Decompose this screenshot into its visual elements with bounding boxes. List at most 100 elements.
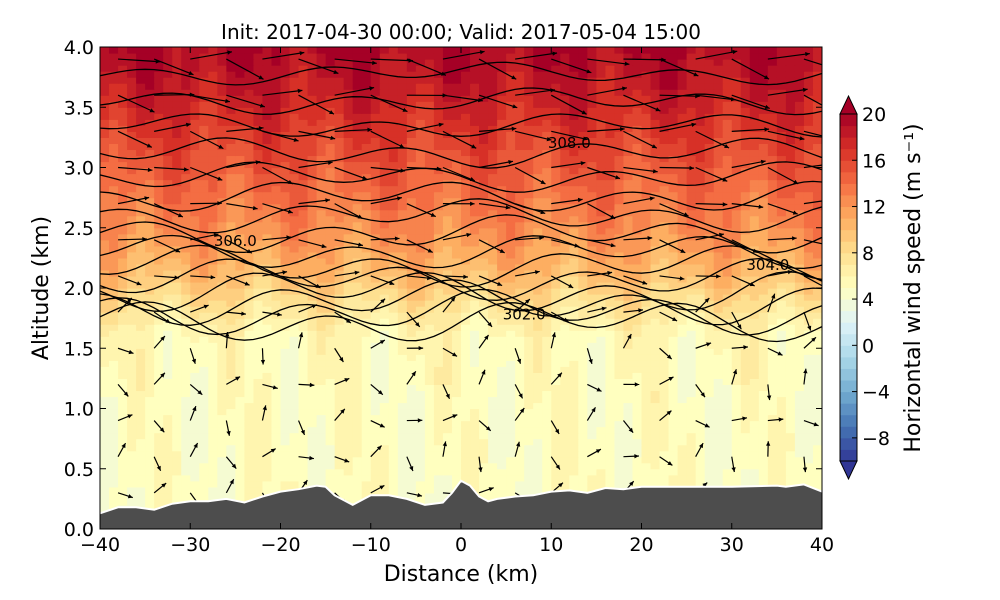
wind-field-cell (253, 161, 264, 169)
wind-field-cell (659, 444, 670, 452)
wind-field-cell (479, 396, 489, 404)
wind-field-cell (181, 480, 191, 488)
wind-field-cell (524, 426, 534, 434)
wind-field-cell (208, 306, 218, 313)
wind-field-cell (352, 324, 363, 331)
wind-field-cell (632, 378, 643, 385)
wind-field-cell (623, 348, 634, 355)
wind-field-cell (163, 342, 173, 349)
wind-field-cell (785, 468, 796, 476)
wind-field-cell (686, 408, 697, 416)
wind-field-cell (406, 215, 417, 223)
wind-field-cell (325, 239, 336, 247)
wind-field-cell (794, 318, 805, 325)
wind-field-cell (424, 396, 435, 404)
wind-field-cell (794, 257, 805, 265)
wind-field-cell (713, 239, 724, 247)
wind-field-cell (433, 450, 444, 458)
wind-field-cell (812, 474, 822, 482)
wind-field-cell (280, 300, 291, 307)
wind-field-cell (379, 444, 390, 452)
wind-field-cell (388, 390, 399, 398)
wind-field-cell (316, 330, 327, 337)
wind-field-cell (334, 281, 345, 289)
wind-field-cell (415, 420, 426, 428)
wind-field-cell (280, 342, 291, 349)
wind-field-cell (461, 408, 471, 416)
wind-field-cell (280, 251, 291, 259)
wind-field-cell (578, 330, 588, 337)
wind-field-cell (767, 396, 778, 404)
wind-field-cell (325, 257, 336, 265)
wind-field-cell (731, 348, 742, 355)
wind-field-cell (163, 432, 173, 440)
wind-field-cell (145, 462, 155, 470)
wind-field-cell (190, 173, 200, 181)
wind-field-cell (515, 245, 525, 253)
wind-field-cell (560, 161, 570, 169)
wind-field-cell (614, 191, 625, 199)
wind-field-cell (605, 288, 616, 295)
wind-field-cell (352, 312, 363, 319)
wind-field-cell (722, 360, 733, 367)
wind-field-cell (433, 468, 444, 476)
wind-field-cell (298, 426, 309, 434)
wind-field-cell (334, 233, 345, 241)
wind-field-cell (578, 288, 588, 295)
wind-field-cell (280, 281, 291, 289)
wind-field-cell (217, 492, 227, 500)
wind-field-cell (470, 233, 480, 241)
wind-field-cell (470, 342, 480, 349)
wind-field-cell (451, 372, 462, 379)
wind-field-cell (226, 336, 236, 343)
wind-field-cell (767, 348, 778, 355)
wind-field-cell (136, 486, 146, 494)
wind-field-cell (442, 209, 453, 217)
wind-field-cell (361, 330, 372, 337)
wind-field-cell (587, 390, 597, 398)
wind-field-cell (154, 342, 164, 349)
wind-field-cell (379, 173, 390, 181)
wind-field-cell (424, 300, 435, 307)
wind-field-cell (397, 312, 408, 319)
wind-field-cell (623, 173, 634, 181)
wind-field-cell (352, 372, 363, 379)
wind-field-cell (623, 167, 634, 175)
wind-field-cell (713, 191, 724, 199)
wind-field-cell (533, 197, 543, 205)
wind-field-cell (506, 324, 516, 331)
wind-field-cell (379, 486, 390, 494)
wind-field-cell (605, 221, 616, 229)
wind-field-cell (316, 450, 327, 458)
wind-field-cell (776, 173, 787, 181)
wind-field-cell (722, 426, 733, 434)
wind-field-cell (659, 312, 670, 319)
wind-field-cell (334, 185, 345, 193)
wind-field-cell (226, 426, 236, 434)
wind-field-cell (100, 444, 110, 452)
wind-field-cell (379, 312, 390, 319)
wind-field-cell (172, 444, 182, 452)
wind-field-cell (307, 438, 318, 446)
wind-field-cell (442, 167, 453, 175)
wind-field-cell (578, 444, 588, 452)
wind-field-cell (271, 408, 282, 416)
wind-field-cell (614, 179, 625, 187)
wind-field-cell (731, 414, 742, 422)
wind-field-cell (749, 257, 760, 265)
wind-field-cell (262, 396, 273, 404)
wind-field-cell (803, 378, 814, 385)
wind-field-cell (424, 209, 435, 217)
wind-field-cell (470, 281, 480, 289)
wind-field-cell (154, 450, 164, 458)
wind-field-cell (397, 245, 408, 253)
wind-field-cell (533, 408, 543, 416)
wind-field-cell (659, 480, 670, 488)
wind-field-cell (695, 294, 706, 301)
wind-field-cell (677, 474, 688, 482)
wind-field-cell (217, 420, 227, 428)
wind-field-cell (803, 438, 814, 446)
wind-field-cell (596, 263, 606, 271)
wind-field-cell (379, 185, 390, 193)
wind-field-cell (767, 173, 778, 181)
